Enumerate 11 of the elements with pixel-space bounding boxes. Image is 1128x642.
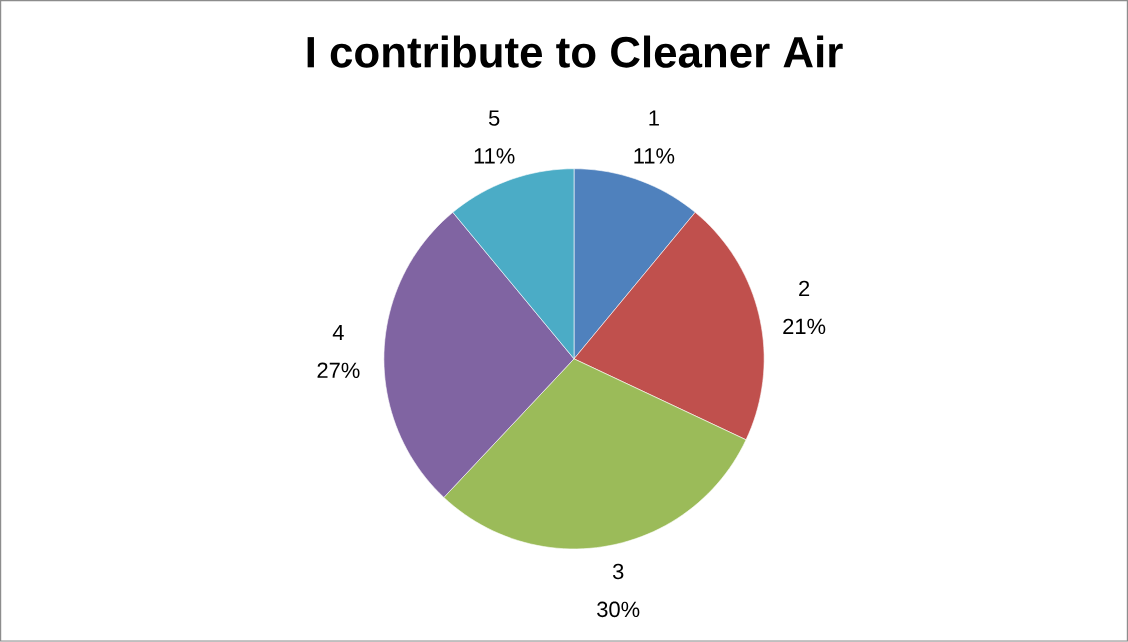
slice-label: 5 — [488, 110, 500, 126]
data-label: 11% — [474, 148, 515, 164]
chart-title: I contribute to Cleaner Air — [307, 35, 843, 68]
data-label: 30% — [597, 601, 640, 618]
slice-label: 2 — [799, 280, 810, 297]
data-label: 21% — [783, 318, 826, 335]
data-label: 27% — [317, 362, 360, 379]
slice-label: 3 — [612, 563, 624, 580]
data-label: 11% — [634, 148, 675, 164]
slice-label: 4 — [332, 325, 344, 341]
slice-label: 1 — [649, 110, 659, 126]
